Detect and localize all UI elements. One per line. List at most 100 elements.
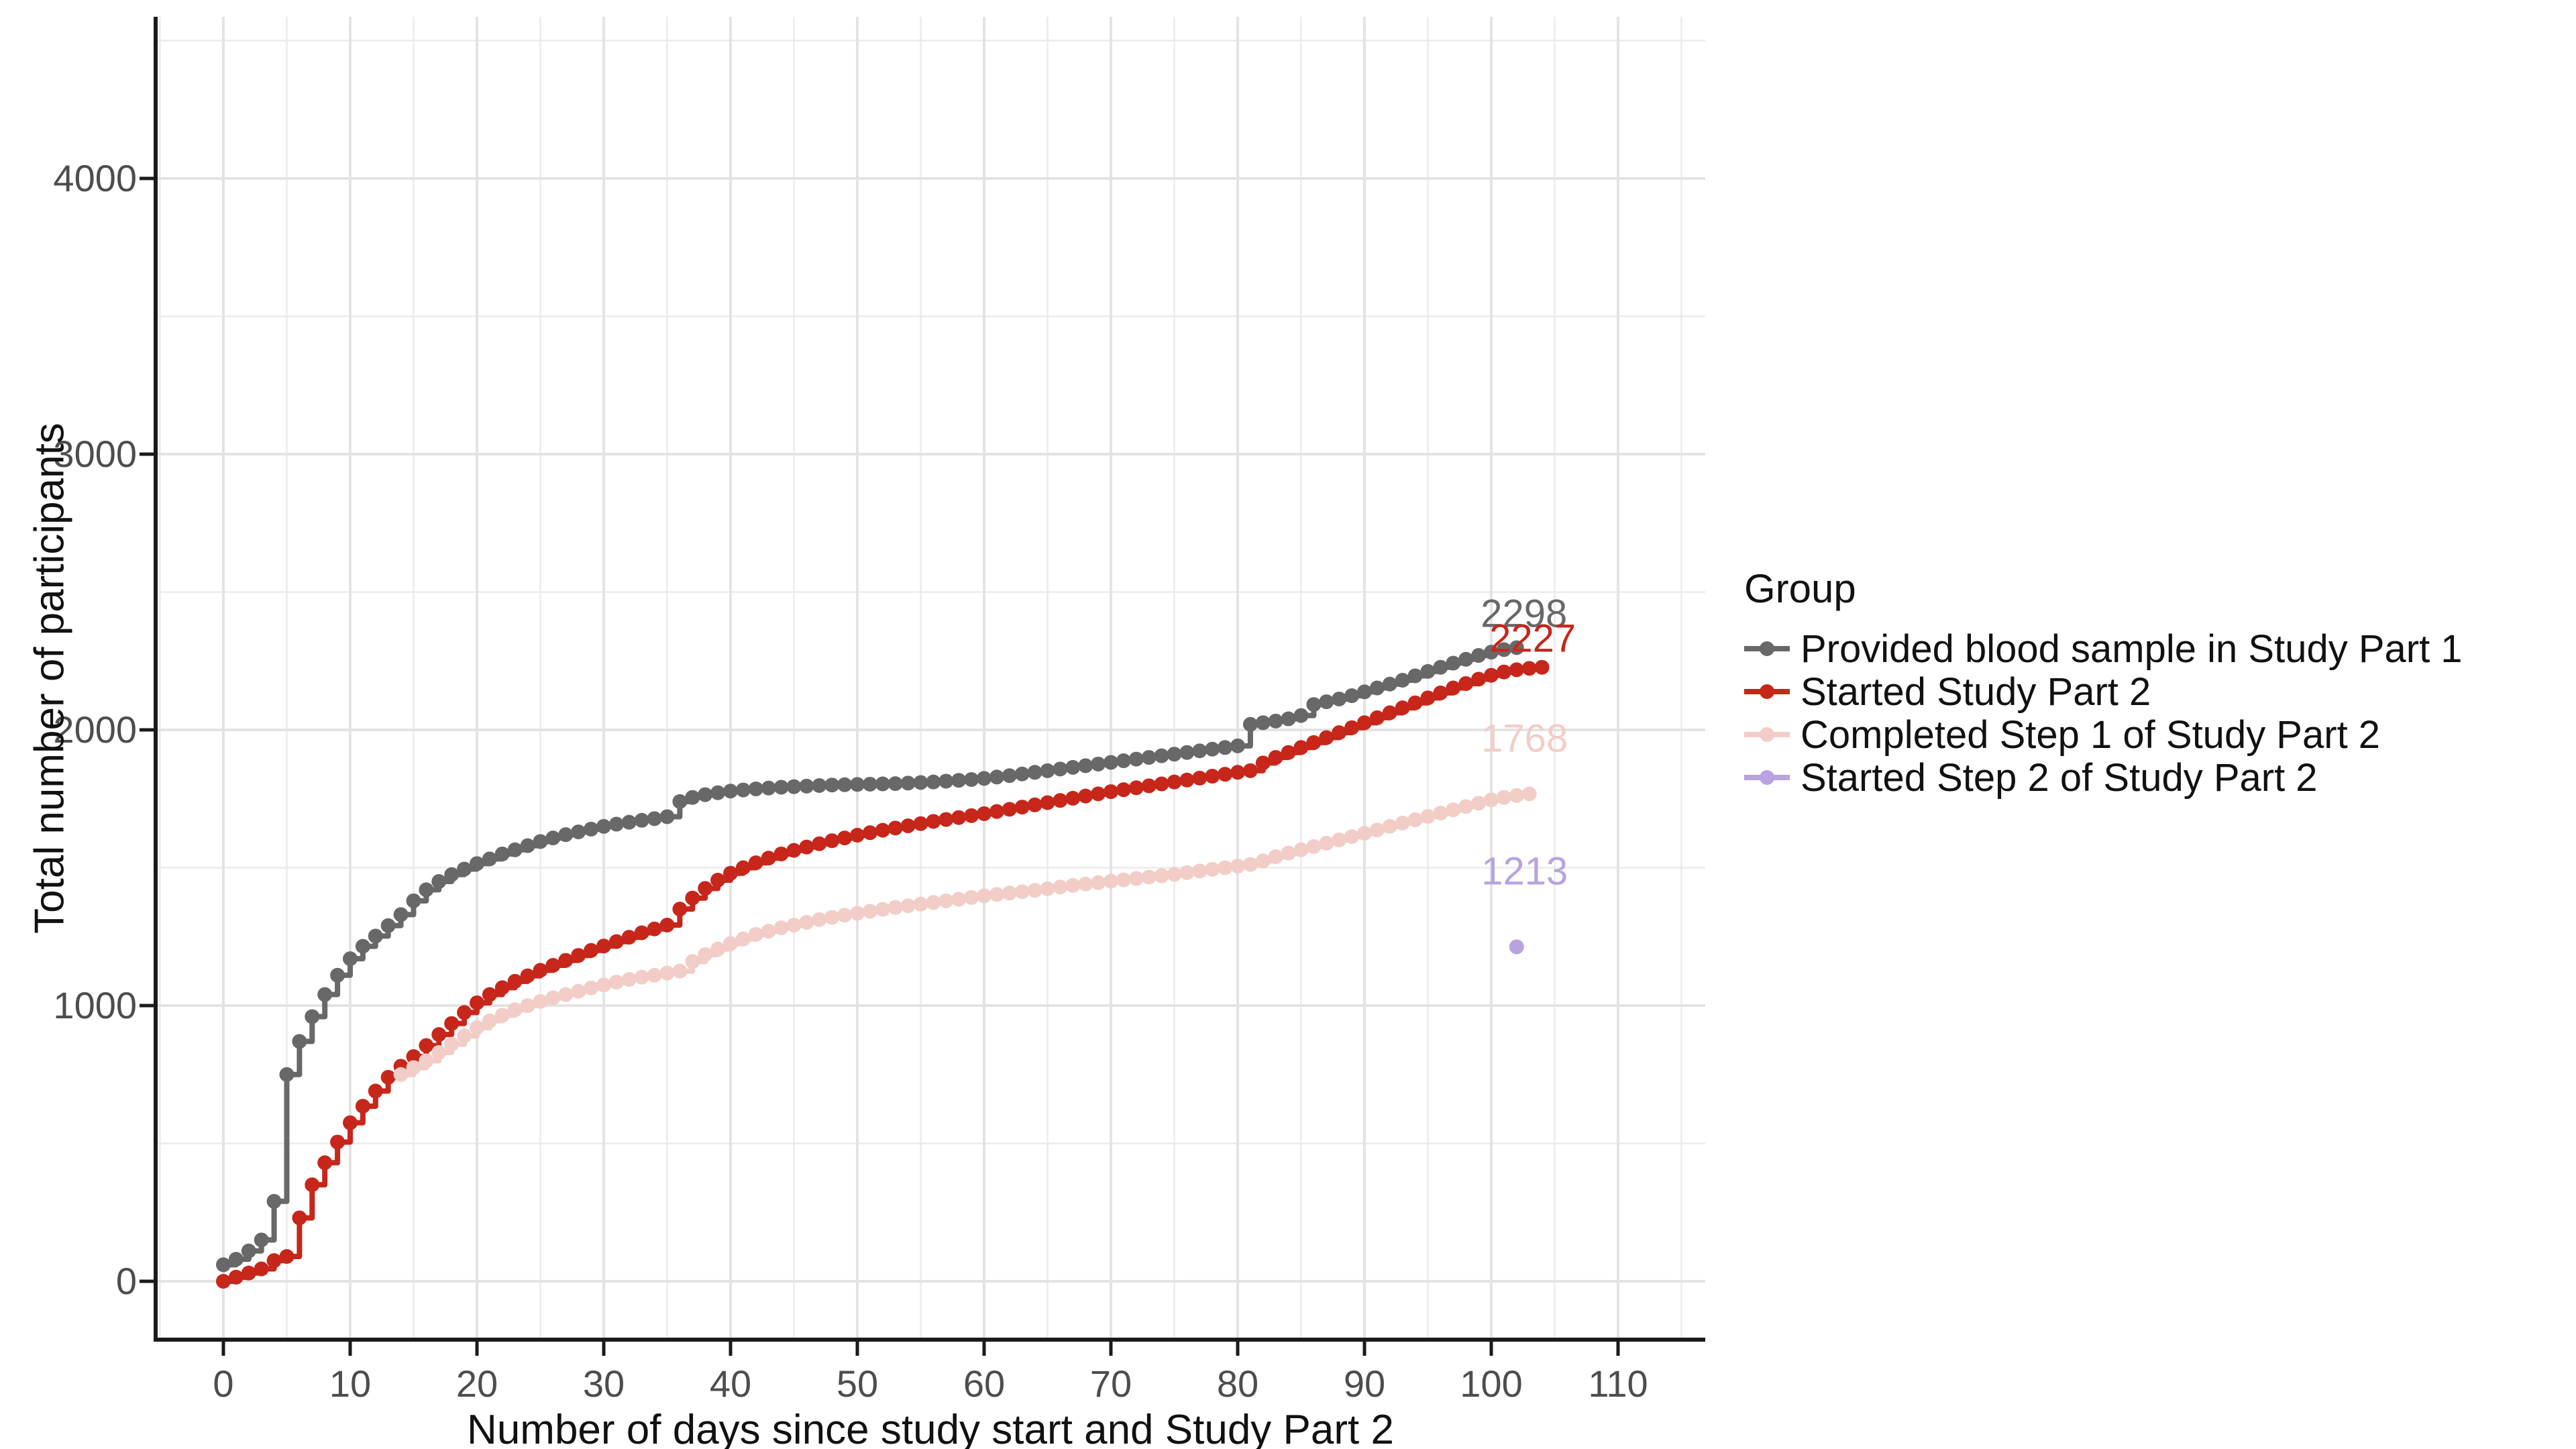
series-point xyxy=(533,834,548,849)
series-point xyxy=(938,893,954,908)
series-point xyxy=(1344,688,1360,704)
series-point xyxy=(1382,676,1397,692)
series-point xyxy=(368,928,383,944)
series-point xyxy=(989,804,1004,819)
series-point xyxy=(444,867,460,882)
legend-key-icon xyxy=(1744,727,1790,742)
series-point xyxy=(875,822,890,838)
x-tick-label: 90 xyxy=(1344,1362,1385,1405)
series-point xyxy=(1420,809,1436,824)
series-point xyxy=(1192,770,1208,786)
series-point xyxy=(520,998,535,1013)
series-point xyxy=(1369,710,1385,725)
series-point xyxy=(1167,747,1182,762)
series-point xyxy=(837,830,853,846)
series-step-line xyxy=(223,665,1545,1284)
series-point xyxy=(431,1044,447,1060)
series-point xyxy=(862,776,877,792)
series-point xyxy=(888,900,903,915)
series-point xyxy=(1027,797,1042,812)
series-point xyxy=(1078,788,1093,804)
series-point xyxy=(1484,792,1499,808)
series-point xyxy=(964,890,979,905)
series-point xyxy=(659,917,675,932)
series-point xyxy=(216,1257,231,1273)
series-point xyxy=(1128,871,1144,886)
series-end-label: 2227 xyxy=(1489,617,1576,661)
series-point xyxy=(672,794,688,809)
series-point xyxy=(1053,761,1068,777)
series-point xyxy=(634,925,649,941)
series-point xyxy=(254,1261,269,1277)
series-point xyxy=(1014,800,1030,815)
series-point xyxy=(685,954,700,969)
series-point xyxy=(608,816,624,832)
series-point xyxy=(951,810,967,825)
series-point xyxy=(533,994,548,1009)
series-point xyxy=(1433,806,1448,821)
series-point xyxy=(685,790,700,805)
series-point xyxy=(1104,755,1118,770)
series-point xyxy=(1344,720,1360,735)
series-point xyxy=(457,861,472,877)
series-point xyxy=(1458,676,1474,691)
series-point xyxy=(1471,796,1487,811)
series-point xyxy=(1471,672,1487,687)
series-point xyxy=(1014,884,1030,900)
series-point xyxy=(1255,853,1271,869)
legend-key-icon xyxy=(1744,641,1790,656)
series-point xyxy=(1242,716,1258,732)
series-point xyxy=(735,782,751,798)
series-point xyxy=(1319,730,1334,745)
x-tick-label: 70 xyxy=(1090,1362,1132,1405)
series-point xyxy=(406,893,421,908)
series-point xyxy=(1534,659,1550,675)
x-tick-label: 40 xyxy=(710,1362,751,1405)
series-point xyxy=(1446,802,1461,818)
series-point xyxy=(1040,881,1055,896)
series-point xyxy=(875,776,890,792)
series-point xyxy=(1293,740,1309,755)
series-point xyxy=(1395,700,1410,716)
series-point xyxy=(1065,790,1081,806)
series-point xyxy=(1205,741,1220,757)
series-point xyxy=(584,980,599,996)
series-point xyxy=(964,771,979,787)
legend: Group Provided blood sample in Study Par… xyxy=(1744,567,2463,800)
series-point xyxy=(659,809,675,824)
legend-item-label: Provided blood sample in Study Part 1 xyxy=(1801,627,2463,671)
series-point xyxy=(558,827,574,843)
series-point xyxy=(659,965,675,981)
series-point xyxy=(850,777,865,792)
series-point xyxy=(1154,868,1169,883)
series-point xyxy=(1242,857,1258,872)
series-point xyxy=(1458,651,1474,667)
series-point xyxy=(470,1020,484,1035)
series-point xyxy=(1509,662,1524,678)
x-tick-label: 60 xyxy=(963,1362,1005,1405)
series-point xyxy=(533,963,548,978)
series-point xyxy=(698,947,713,962)
series-point xyxy=(444,1036,460,1052)
series-point xyxy=(900,818,916,834)
series-point xyxy=(1496,642,1511,657)
series-point xyxy=(723,784,738,799)
series-point xyxy=(647,811,662,826)
legend-item: Provided blood sample in Study Part 1 xyxy=(1744,627,2463,671)
series-point xyxy=(735,931,751,947)
series-point xyxy=(1306,839,1322,854)
series-point xyxy=(380,1069,396,1085)
series-point xyxy=(482,987,497,1002)
series-point xyxy=(799,839,814,855)
series-point xyxy=(1205,861,1220,877)
series-point xyxy=(1192,743,1208,759)
series-point xyxy=(1382,818,1397,834)
series-point xyxy=(1306,697,1322,712)
series-point xyxy=(748,781,763,796)
series-point xyxy=(837,777,853,792)
series-point xyxy=(1319,694,1334,710)
y-tick-label: 0 xyxy=(116,1260,137,1302)
series-point xyxy=(330,1134,345,1150)
series-point xyxy=(1179,865,1195,880)
series-point xyxy=(735,860,751,875)
